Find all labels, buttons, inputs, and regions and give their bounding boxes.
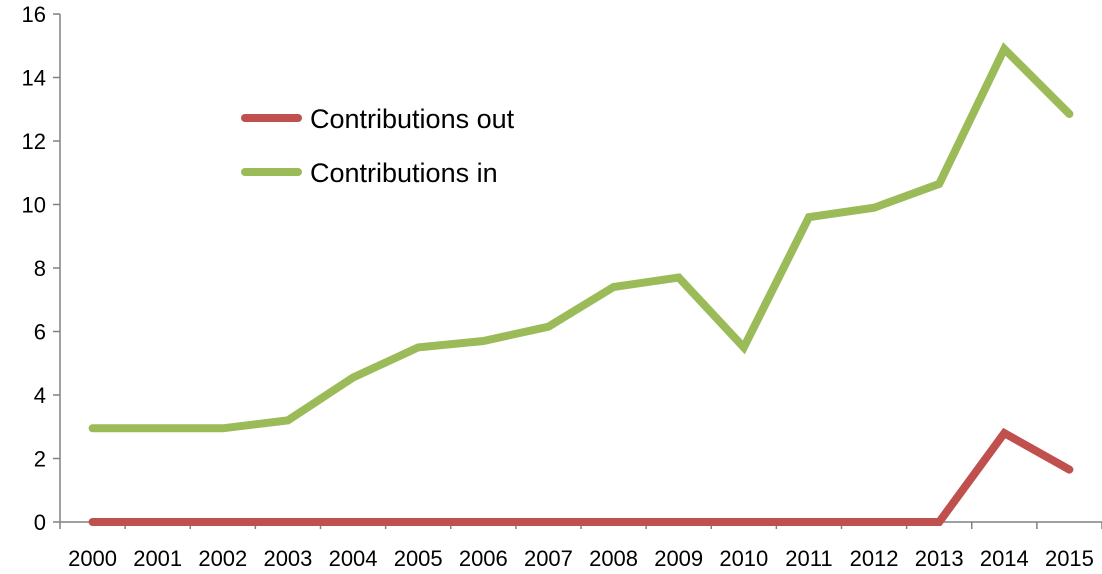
y-tick-label: 2 [34,447,46,472]
y-ticks: 0 2 4 6 8 10 12 14 16 [22,2,60,535]
y-tick-label: 12 [22,129,46,154]
y-tick-label: 16 [22,2,46,27]
x-tick-label: 2009 [654,546,703,571]
series-line-contributions-in [88,42,1074,433]
x-tick-label: 2003 [263,546,312,571]
y-tick-label: 10 [22,193,46,218]
x-tick-label: 2014 [980,546,1029,571]
x-tick-label: 2010 [719,546,768,571]
x-tick-label: 2005 [394,546,443,571]
x-tick-label: 2011 [785,546,832,571]
y-tick-label: 0 [34,510,46,535]
x-tick-label: 2002 [198,546,247,571]
legend-label-contributions-in: Contributions in [310,158,498,188]
x-tick-label: 2004 [329,546,378,571]
x-tick-label: 2015 [1045,546,1094,571]
series-line-contributions-out [88,427,1074,526]
x-tick-label: 2012 [850,546,899,571]
legend: Contributions out Contributions in [241,104,515,188]
legend-label-contributions-out: Contributions out [310,104,515,134]
x-ticks: 2000 2001 2002 2003 2004 2005 2006 2007 2008 2009… [59,522,1102,571]
x-tick-label: 2013 [915,546,964,571]
x-tick-label: 2000 [68,546,117,571]
series-group [88,42,1074,526]
y-tick-label: 6 [34,320,46,345]
y-tick-label: 8 [34,256,46,281]
x-tick-label: 2007 [524,546,573,571]
x-tick-label: 2001 [133,546,182,571]
y-tick-label: 4 [34,383,46,408]
y-tick-label: 14 [22,66,46,91]
x-tick-label: 2008 [589,546,638,571]
x-tick-label: 2006 [459,546,508,571]
